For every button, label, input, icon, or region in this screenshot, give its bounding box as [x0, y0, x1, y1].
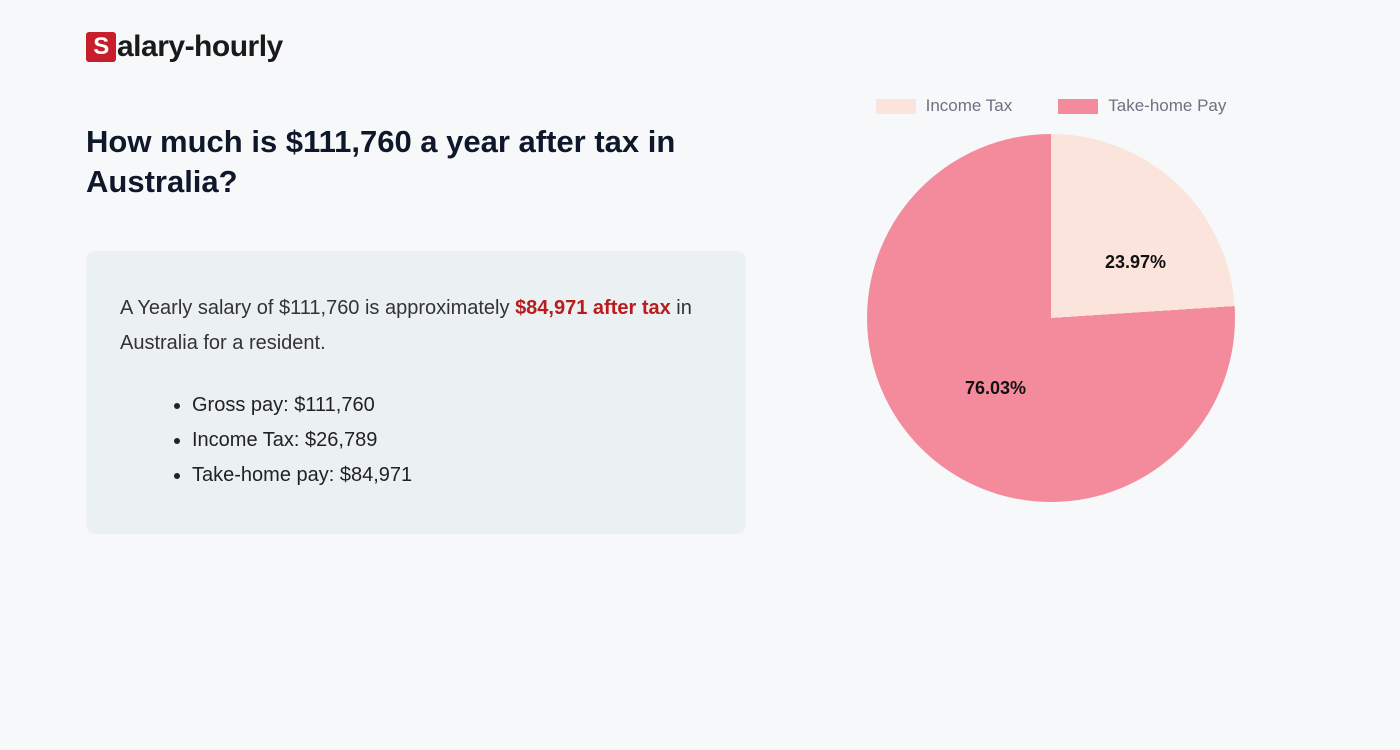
pie-label-income-tax: 23.97% [1105, 252, 1166, 273]
summary-list: Gross pay: $111,760 Income Tax: $26,789 … [120, 389, 712, 492]
left-column: Salary-hourly How much is $111,760 a yea… [86, 30, 746, 534]
list-item: Gross pay: $111,760 [192, 389, 712, 422]
pie-chart: 23.97% 76.03% [867, 134, 1235, 502]
legend-item-take-home: Take-home Pay [1058, 96, 1226, 116]
pie-disc [867, 134, 1235, 502]
legend-label: Take-home Pay [1108, 96, 1226, 116]
list-item: Income Tax: $26,789 [192, 424, 712, 457]
chart-column: Income Tax Take-home Pay 23.97% 76.03% [836, 30, 1266, 534]
legend-label: Income Tax [926, 96, 1013, 116]
site-logo: Salary-hourly [86, 30, 746, 64]
logo-badge: S [86, 32, 116, 62]
page-root: Salary-hourly How much is $111,760 a yea… [0, 0, 1400, 564]
legend-swatch [876, 99, 916, 114]
page-title: How much is $111,760 a year after tax in… [86, 122, 746, 203]
pie-label-take-home: 76.03% [965, 378, 1026, 399]
legend-swatch [1058, 99, 1098, 114]
summary-lead: A Yearly salary of $111,760 is approxima… [120, 291, 712, 361]
chart-legend: Income Tax Take-home Pay [876, 96, 1227, 116]
summary-card: A Yearly salary of $111,760 is approxima… [86, 251, 746, 534]
legend-item-income-tax: Income Tax [876, 96, 1013, 116]
list-item: Take-home pay: $84,971 [192, 459, 712, 492]
logo-text: alary-hourly [117, 30, 283, 64]
summary-lead-pre: A Yearly salary of $111,760 is approxima… [120, 297, 515, 319]
summary-lead-highlight: $84,971 after tax [515, 297, 671, 319]
